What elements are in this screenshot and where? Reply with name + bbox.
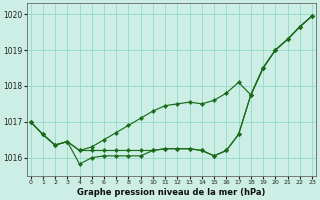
X-axis label: Graphe pression niveau de la mer (hPa): Graphe pression niveau de la mer (hPa) <box>77 188 266 197</box>
